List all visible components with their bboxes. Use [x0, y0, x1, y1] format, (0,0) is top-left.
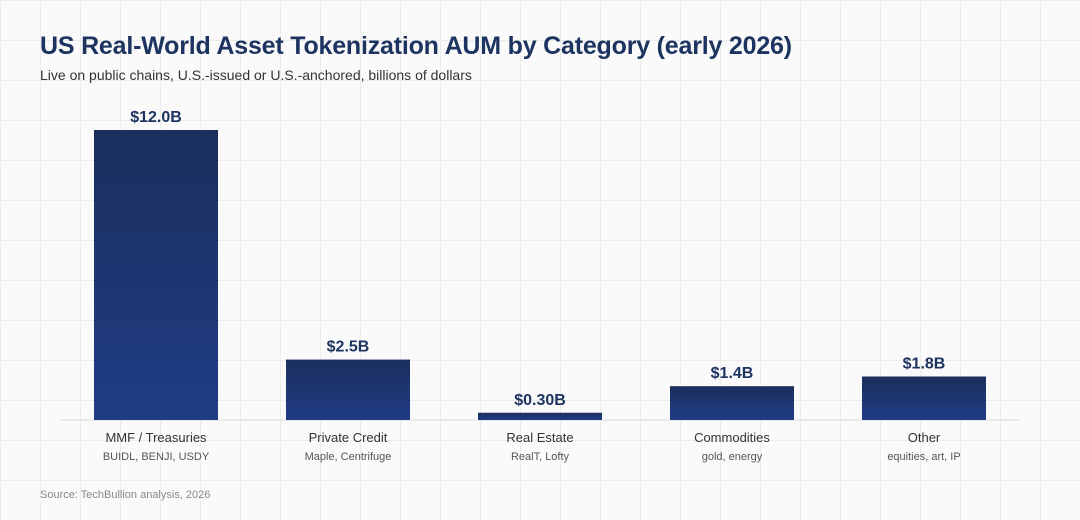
subcategory-label-2: RealT, Lofty — [511, 451, 570, 463]
category-label-4: Other — [908, 430, 941, 445]
category-label-3: Commodities — [694, 430, 770, 445]
subcategory-label-3: gold, energy — [702, 451, 763, 463]
bar-1 — [286, 359, 410, 420]
category-label-0: MMF / Treasuries — [105, 430, 207, 445]
bar-4 — [862, 376, 986, 420]
value-label-3: $1.4B — [711, 365, 754, 382]
value-label-1: $2.5B — [327, 339, 370, 356]
value-label-2: $0.30B — [514, 392, 566, 409]
chart-title: US Real-World Asset Tokenization AUM by … — [40, 32, 792, 60]
subcategory-label-0: BUIDL, BENJI, USDY — [103, 451, 210, 463]
bar-0 — [94, 130, 218, 420]
value-label-4: $1.8B — [903, 356, 946, 373]
bar-2 — [478, 412, 602, 420]
subcategory-label-4: equities, art, IP — [887, 451, 960, 463]
bar-3 — [670, 386, 794, 420]
subcategory-label-1: Maple, Centrifuge — [305, 451, 392, 463]
chart-subtitle: Live on public chains, U.S.-issued or U.… — [40, 67, 472, 83]
category-label-2: Real Estate — [506, 430, 573, 445]
category-label-1: Private Credit — [309, 430, 388, 445]
value-label-0: $12.0B — [130, 109, 182, 126]
source-note: Source: TechBullion analysis, 2026 — [40, 489, 211, 501]
